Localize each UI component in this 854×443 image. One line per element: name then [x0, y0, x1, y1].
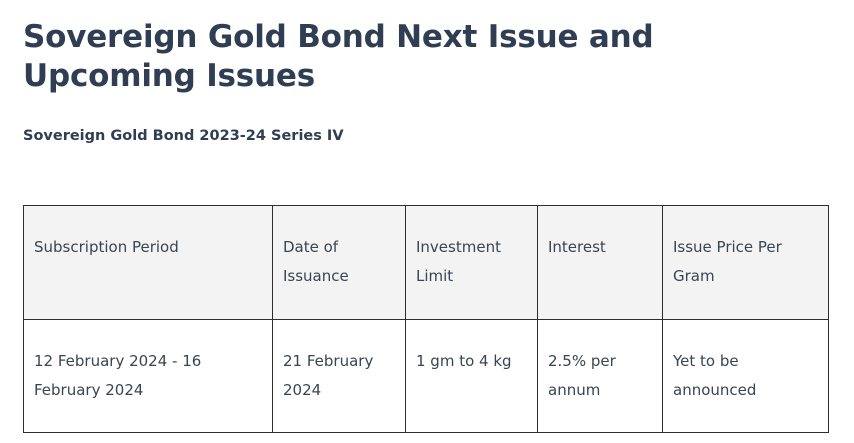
- header-interest: Interest: [537, 205, 663, 320]
- cell-investment-limit: 1 gm to 4 kg: [405, 319, 538, 433]
- cell-interest: 2.5% per annum: [537, 319, 663, 433]
- cell-subscription-period: 12 February 2024 - 16 February 2024: [23, 319, 273, 433]
- table-header: Subscription Period Date of Issuance Inv…: [23, 205, 829, 320]
- header-issue-price-per-gram: Issue Price Per Gram: [662, 205, 829, 320]
- header-investment-limit: Investment Limit: [405, 205, 538, 320]
- bond-details-table: Subscription Period Date of Issuance Inv…: [23, 205, 829, 433]
- page-content: Sovereign Gold Bond Next Issue and Upcom…: [23, 18, 833, 433]
- cell-issue-price: Yet to be announced: [662, 319, 829, 433]
- table-header-row: Subscription Period Date of Issuance Inv…: [23, 205, 829, 320]
- table-body: 12 February 2024 - 16 February 2024 21 F…: [23, 319, 829, 433]
- page-title: Sovereign Gold Bond Next Issue and Upcom…: [23, 19, 654, 94]
- cell-date-of-issuance: 21 February 2024: [272, 319, 406, 433]
- table-row: 12 February 2024 - 16 February 2024 21 F…: [23, 319, 829, 433]
- series-subtitle: Sovereign Gold Bond 2023-24 Series IV: [23, 128, 344, 144]
- header-date-of-issuance: Date of Issuance: [272, 205, 406, 320]
- header-subscription-period: Subscription Period: [23, 205, 273, 320]
